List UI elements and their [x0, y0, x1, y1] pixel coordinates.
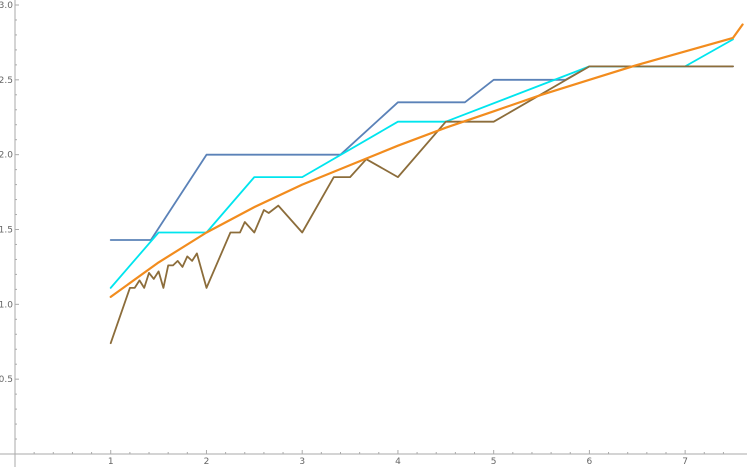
y-tick-label: 3.0 — [0, 1, 13, 11]
series-line-1 — [109, 65, 734, 241]
x-tick-label: 2 — [204, 457, 210, 467]
y-tick-label: 0.5 — [0, 375, 13, 385]
x-tick-label: 7 — [682, 457, 688, 467]
series-line-3 — [109, 65, 734, 345]
x-tick-label: 3 — [299, 457, 305, 467]
series-line-4 — [109, 23, 744, 298]
x-tick-label: 4 — [395, 457, 401, 467]
x-tick-label: 5 — [491, 457, 497, 467]
x-tick-label: 6 — [587, 457, 593, 467]
series-line-2 — [109, 38, 734, 289]
y-tick-label: 1.0 — [0, 300, 13, 310]
y-tick-label: 1.5 — [0, 226, 13, 236]
x-tick-label: 1 — [108, 457, 114, 467]
y-tick-label: 2.5 — [0, 76, 13, 86]
y-tick-label: 2.0 — [0, 151, 13, 161]
